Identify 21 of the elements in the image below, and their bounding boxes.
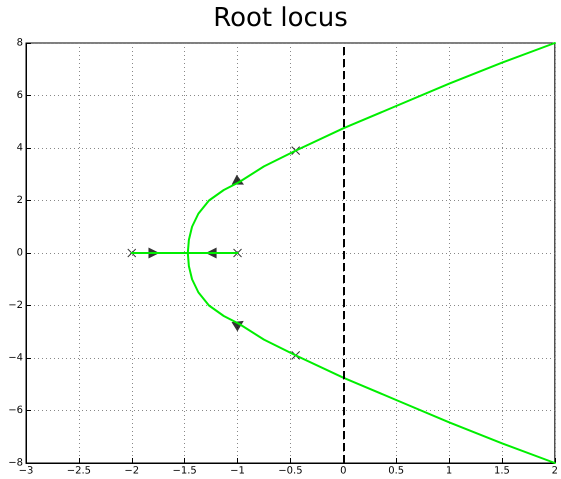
y-tick-label: 8	[16, 38, 23, 48]
x-tick-label: 1.5	[494, 466, 510, 476]
y-tick-label: −8	[8, 458, 23, 468]
x-tick-label: −2.5	[66, 466, 92, 476]
x-tick-label: 2	[552, 466, 558, 476]
x-tick-label: −2	[124, 466, 140, 476]
y-tick-label: −4	[8, 352, 23, 364]
x-tick-label: −1	[230, 466, 245, 476]
y-tick-label: −2	[8, 300, 23, 311]
x-tick-label: 0	[340, 466, 346, 476]
x-tick-label: 0.5	[388, 466, 404, 476]
y-tick-label: 4	[16, 142, 23, 154]
x-tick-label: 1	[446, 466, 452, 476]
x-tick-label: −1.5	[172, 466, 197, 476]
y-tick-label: −6	[8, 405, 23, 416]
y-tick-label: 0	[16, 248, 23, 258]
y-tick-label: 2	[16, 195, 23, 206]
x-tick-label: −3	[18, 466, 34, 476]
chart-title: Root locus	[213, 3, 348, 33]
y-tick-label: 6	[16, 90, 23, 101]
x-tick-label: −0.5	[278, 466, 303, 476]
